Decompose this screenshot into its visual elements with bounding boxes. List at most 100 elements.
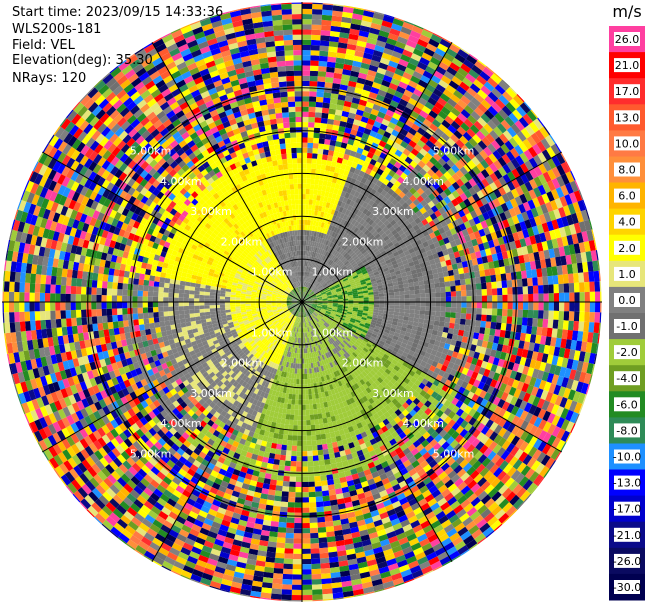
gate — [312, 313, 317, 318]
gate — [258, 314, 264, 318]
gate — [335, 333, 341, 338]
gate — [283, 292, 289, 296]
gate — [341, 265, 347, 271]
gate — [338, 270, 344, 275]
gate — [394, 295, 400, 299]
gate — [349, 280, 356, 285]
gate — [298, 409, 302, 416]
gate — [285, 311, 291, 316]
gate — [286, 189, 291, 196]
gate — [258, 326, 264, 331]
gate — [305, 322, 308, 328]
gate — [248, 319, 255, 324]
gate — [298, 250, 301, 256]
gate — [281, 304, 287, 306]
gate — [261, 330, 267, 336]
gate — [284, 310, 290, 314]
gate — [280, 313, 286, 318]
gate — [294, 316, 297, 322]
gate — [425, 293, 431, 298]
gate — [294, 294, 299, 299]
gate — [298, 292, 301, 298]
gate — [298, 353, 301, 359]
gate — [326, 308, 332, 311]
gate — [313, 288, 319, 293]
gate — [292, 168, 298, 174]
gate — [276, 302, 282, 304]
gate — [293, 337, 296, 343]
gate — [266, 271, 272, 276]
gate — [289, 292, 294, 297]
gate — [269, 285, 275, 289]
gate — [321, 307, 327, 310]
gate — [285, 311, 290, 315]
gate — [266, 294, 272, 297]
gate — [173, 297, 179, 302]
gate — [310, 284, 314, 290]
gate — [276, 323, 281, 328]
gate — [346, 313, 352, 317]
gate — [263, 266, 269, 271]
gate — [346, 273, 352, 278]
gate — [168, 311, 175, 316]
gate — [163, 282, 170, 288]
gate — [304, 276, 306, 282]
gate — [290, 320, 294, 326]
gate — [327, 319, 332, 324]
gate — [317, 259, 321, 265]
gate — [271, 259, 277, 265]
gate — [310, 352, 314, 358]
gate — [322, 305, 328, 308]
gate — [188, 305, 195, 310]
gate — [321, 293, 327, 296]
gate — [290, 273, 294, 279]
gate — [306, 332, 309, 338]
gate — [276, 300, 282, 302]
gate — [331, 292, 337, 295]
gate — [337, 307, 343, 310]
gate — [342, 332, 348, 337]
gate — [251, 293, 257, 296]
gate — [435, 287, 441, 293]
gate — [283, 276, 288, 282]
gate — [310, 246, 314, 252]
gate — [268, 268, 274, 274]
gate — [297, 183, 302, 189]
gate — [294, 311, 298, 316]
gate — [270, 260, 275, 266]
gate — [294, 188, 299, 195]
gate — [317, 299, 323, 301]
gate — [330, 343, 336, 349]
gate — [297, 281, 299, 287]
gate — [292, 303, 298, 306]
gate — [271, 298, 277, 301]
gate — [299, 317, 301, 323]
gate — [389, 295, 395, 299]
gate — [333, 327, 339, 332]
gate — [287, 313, 292, 318]
gate — [332, 256, 337, 262]
gate — [327, 339, 333, 345]
gate — [333, 282, 339, 287]
gate — [321, 159, 327, 166]
gate — [309, 308, 314, 313]
gate — [326, 334, 331, 340]
gate — [266, 308, 273, 311]
gate — [325, 278, 331, 283]
gate — [163, 287, 169, 293]
gate — [295, 287, 298, 293]
gate — [302, 173, 307, 179]
gate — [300, 312, 302, 318]
gate — [304, 327, 307, 333]
gate — [439, 316, 446, 322]
gate — [302, 409, 306, 416]
gate — [178, 310, 185, 315]
gate — [300, 291, 302, 297]
gate — [309, 189, 314, 195]
gate — [302, 430, 307, 436]
gate — [267, 269, 273, 275]
gate — [305, 305, 311, 309]
gate — [189, 309, 195, 314]
gate — [324, 277, 329, 282]
gate — [310, 307, 316, 311]
